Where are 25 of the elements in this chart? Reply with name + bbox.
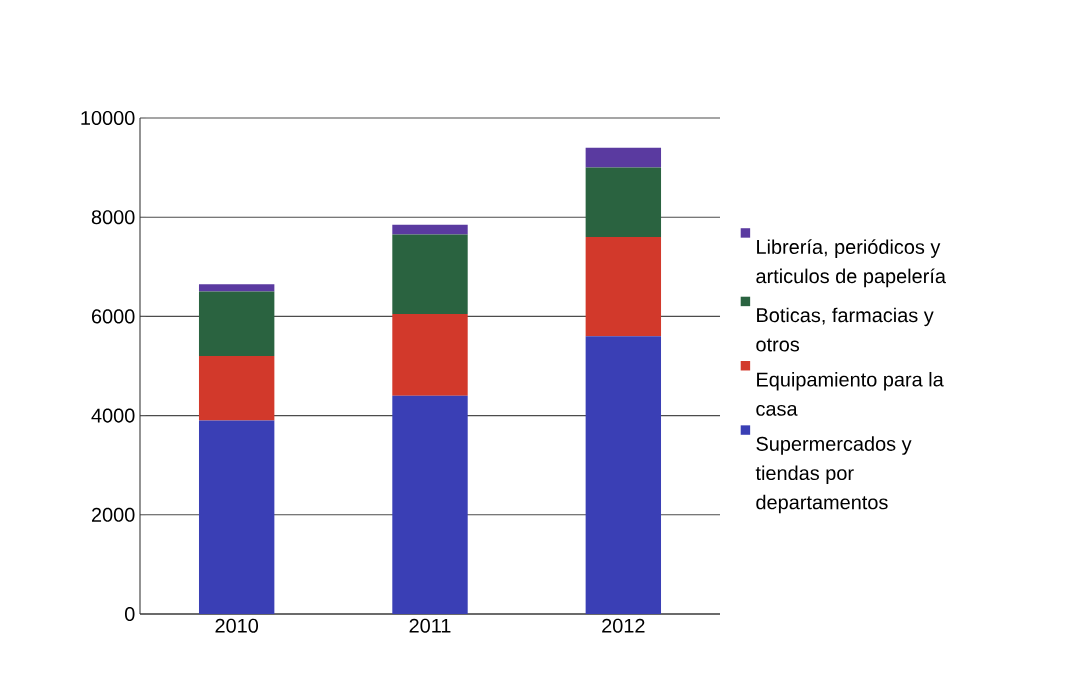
bar — [585, 147, 662, 168]
x-tick-label: 2010 — [215, 618, 259, 633]
legend-label: Equipamiento para la casa — [756, 371, 944, 416]
x-tick-label: 2011 — [409, 618, 451, 633]
bar — [198, 284, 275, 292]
x-tick-label: 2012 — [602, 618, 645, 633]
legend-label: Supermercados y tiendas por departamentos — [755, 436, 912, 514]
bar — [392, 313, 468, 396]
bar — [198, 356, 275, 421]
bar — [198, 420, 275, 614]
y-tick-label: 6000 — [92, 309, 135, 324]
y-tick-label: 4000 — [91, 408, 135, 423]
bar — [585, 336, 662, 614]
bar — [392, 234, 468, 314]
bar — [198, 291, 275, 357]
y-tick-label: 0 — [125, 606, 135, 622]
bar — [392, 224, 468, 235]
legend-label: Librería, periódicos y articulos de papelería — [756, 239, 946, 288]
legend-label: Boticas, farmacias y otros — [756, 307, 934, 352]
bar — [585, 237, 662, 337]
y-tick-label: 10000 — [81, 110, 135, 126]
bar — [392, 395, 468, 614]
bar — [585, 167, 662, 238]
y-tick-label: 2000 — [91, 507, 135, 522]
y-tick-label: 8000 — [91, 210, 135, 225]
